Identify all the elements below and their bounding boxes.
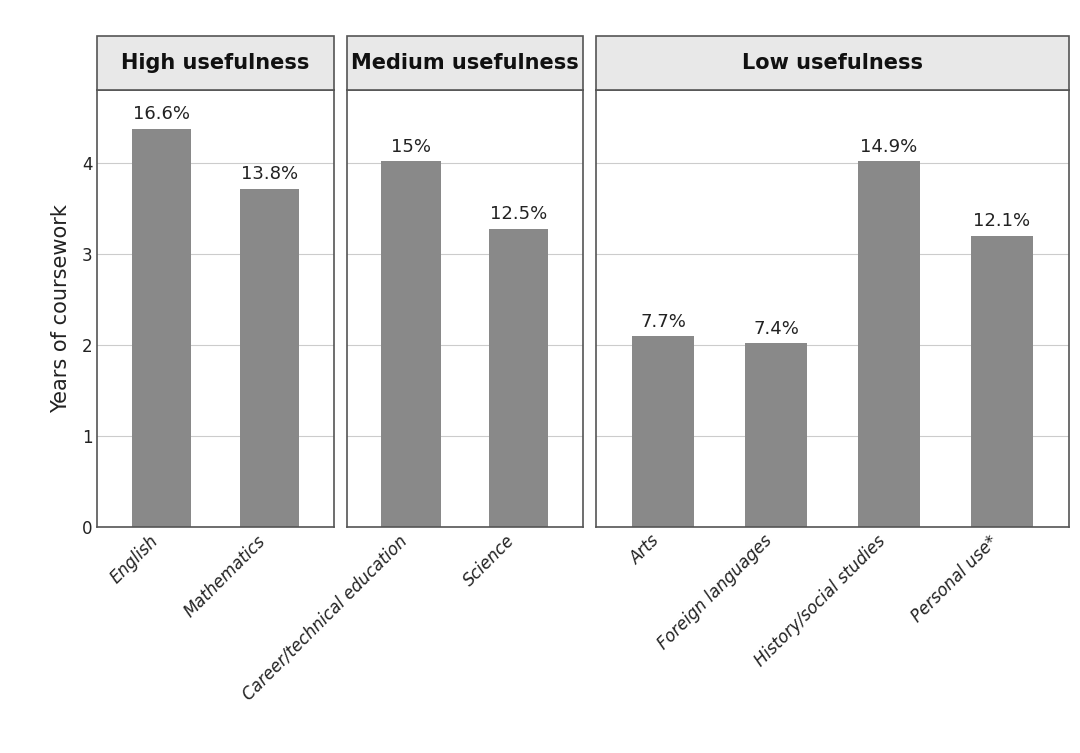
- Text: 15%: 15%: [391, 138, 431, 156]
- Text: 14.9%: 14.9%: [861, 138, 918, 156]
- Bar: [381, 161, 441, 527]
- Text: Medium usefulness: Medium usefulness: [351, 53, 579, 73]
- Bar: [858, 161, 920, 527]
- Text: 12.1%: 12.1%: [973, 212, 1030, 230]
- Text: 13.8%: 13.8%: [241, 165, 298, 183]
- Bar: [489, 229, 549, 527]
- Bar: [745, 343, 807, 527]
- Text: Low usefulness: Low usefulness: [742, 53, 923, 73]
- Y-axis label: Years of coursework: Years of coursework: [51, 204, 70, 413]
- Bar: [240, 189, 299, 527]
- Text: 7.4%: 7.4%: [753, 320, 799, 338]
- Bar: [633, 336, 694, 527]
- Text: High usefulness: High usefulness: [121, 53, 310, 73]
- Text: 12.5%: 12.5%: [490, 206, 548, 223]
- Bar: [971, 236, 1032, 527]
- Bar: [132, 129, 191, 527]
- Text: 7.7%: 7.7%: [640, 312, 687, 331]
- Text: 16.6%: 16.6%: [133, 105, 190, 123]
